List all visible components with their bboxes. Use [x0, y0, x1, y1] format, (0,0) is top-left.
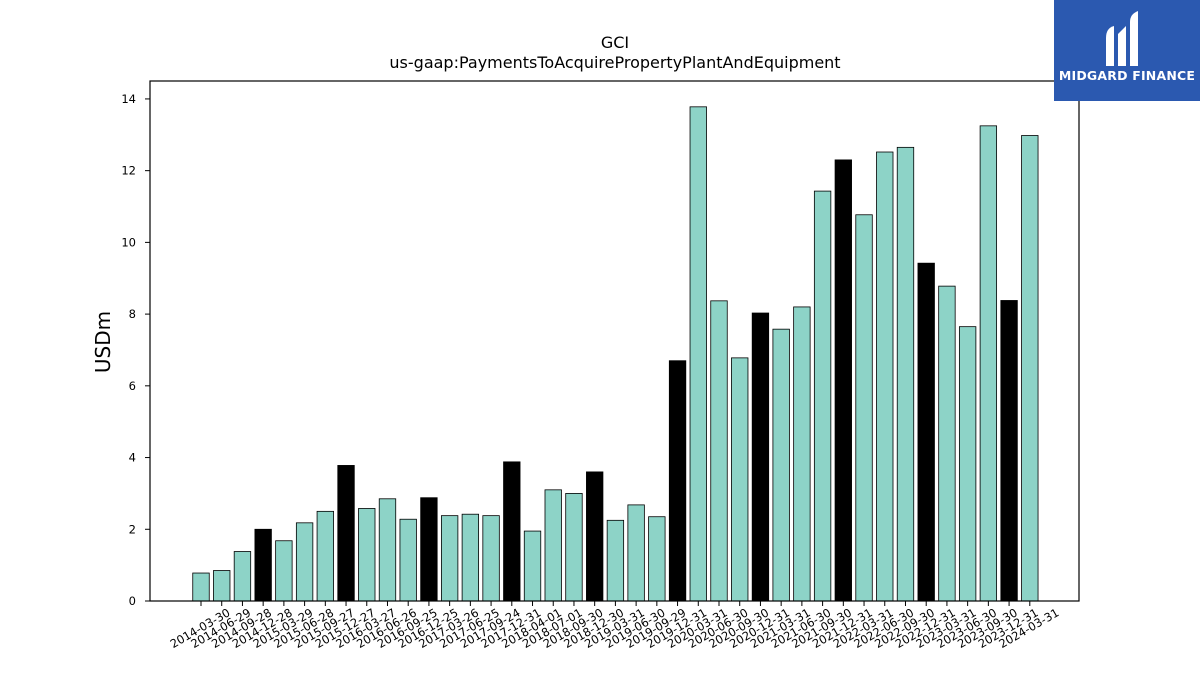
bar — [233, 551, 252, 602]
bar — [668, 360, 687, 602]
bar — [420, 497, 438, 602]
bar — [813, 190, 832, 602]
x-axis: 2014-03-302014-06-292014-09-282014-12-28… — [168, 601, 1061, 651]
bar — [917, 262, 935, 602]
bar — [938, 285, 956, 602]
bar — [482, 515, 500, 602]
bar — [648, 516, 666, 602]
y-tick-label: 2 — [129, 522, 136, 536]
bar — [689, 106, 707, 602]
bar — [710, 300, 728, 602]
y-tick-label: 12 — [121, 164, 136, 178]
chart-title: GCI — [601, 33, 629, 52]
bar — [461, 513, 480, 602]
y-tick-label: 14 — [121, 92, 136, 106]
bar — [979, 125, 998, 602]
bar — [565, 493, 583, 602]
bar — [295, 522, 314, 602]
y-tick-label: 6 — [129, 379, 136, 393]
bar — [876, 151, 894, 602]
bar — [192, 572, 210, 602]
chart-subtitle: us-gaap:PaymentsToAcquirePropertyPlantAn… — [389, 53, 840, 72]
plot-frame — [149, 80, 1080, 602]
bar — [378, 498, 397, 602]
bar — [586, 471, 604, 602]
y-tick-label: 8 — [129, 307, 136, 321]
bar — [503, 461, 521, 602]
bar — [606, 519, 625, 602]
bar — [958, 326, 977, 602]
bars-group — [192, 106, 1039, 602]
bar — [337, 465, 355, 602]
bar — [254, 528, 272, 602]
bar — [358, 508, 376, 602]
bar — [855, 214, 873, 602]
bar — [751, 312, 770, 602]
bar — [731, 357, 749, 602]
bar — [627, 504, 645, 602]
bar — [544, 489, 562, 602]
bar — [523, 530, 542, 602]
bar — [440, 515, 459, 602]
midgard-finance-logo: MIDGARD FINANCE — [1054, 0, 1200, 101]
y-tick-label: 0 — [129, 594, 136, 608]
bar — [213, 570, 231, 602]
y-tick-label: 4 — [129, 451, 136, 465]
bar — [896, 146, 915, 602]
bar — [1021, 135, 1039, 602]
bar — [275, 540, 293, 602]
y-tick-label: 10 — [121, 235, 136, 249]
bar — [834, 159, 852, 602]
y-axis: 0 2 4 6 8 10 12 14 — [121, 92, 150, 608]
bar — [316, 510, 334, 602]
y-axis-label: USDm — [91, 311, 115, 373]
logo-text: MIDGARD FINANCE — [1058, 68, 1196, 83]
bar — [793, 306, 811, 602]
bar — [772, 328, 790, 602]
bar — [1000, 300, 1018, 602]
bar — [399, 518, 417, 602]
midgard-logo-icon — [1106, 11, 1138, 66]
